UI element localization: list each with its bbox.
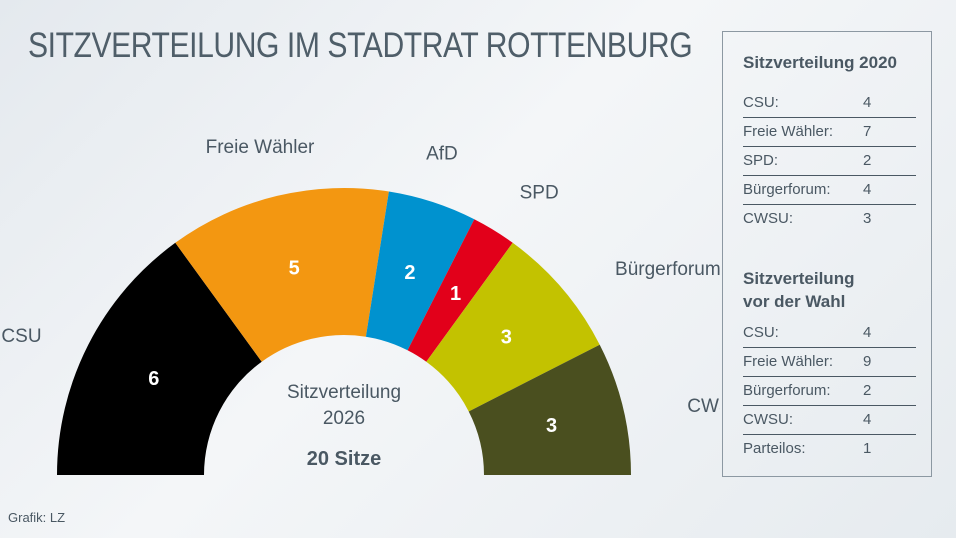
party-name: SPD: [743,152,779,169]
seat-count: 4 [863,324,872,341]
table-row: Parteilos: 1 [743,434,916,463]
slice-cwsu [468,344,631,475]
seat-count: 4 [863,181,872,198]
seat-count: 3 [863,210,872,227]
seat-count: 2 [863,152,872,169]
section-heading-before-election: Sitzverteilung [743,269,855,288]
value-label: 5 [289,257,300,279]
value-label: 2 [404,262,415,284]
total-seats: 20 Sitze [307,448,381,470]
center-label-line1: Sitzverteilung [287,382,401,403]
previous-results-panel: Sitzverteilung 2020 CSU: 4 Freie Wähler: 7 S… [722,31,932,477]
seat-count: 1 [863,440,872,457]
slice-bürgerforum [426,242,600,412]
table-row: Freie Wähler: 7 [743,117,916,147]
party-name: CWSU: [743,411,793,428]
table-row: CWSU: 3 [743,204,916,233]
table-row: SPD: 2 [743,146,916,176]
slice-afd [365,191,475,351]
table-row: Bürgerforum: 4 [743,175,916,205]
value-label: 1 [450,283,461,305]
category-label: AfD [426,144,458,165]
table-row: CWSU: 4 [743,405,916,435]
seat-count: 4 [863,94,872,111]
credit: Grafik: LZ [8,510,66,525]
table-row: CSU: 4 [743,88,916,118]
slice-csu [57,242,262,475]
value-label: 6 [148,368,159,390]
section-heading-2020: Sitzverteilung 2020 [743,53,898,72]
table-row: CSU: 4 [743,318,916,348]
party-name: Bürgerforum: [743,181,831,198]
party-name: Parteilos: [743,440,806,457]
slice-freie-wähler [175,188,389,362]
party-name: Freie Wähler: [743,123,834,140]
party-name: Bürgerforum: [743,382,831,399]
value-label: 3 [546,415,557,437]
category-label: CWSU [687,396,720,417]
table-row: Bürgerforum: 2 [743,376,916,406]
table-row: Freie Wähler: 9 [743,347,916,377]
category-label: CSU [1,326,41,347]
seat-count: 2 [863,382,872,399]
seat-chart: 6 CSU 5 Freie Wähler 2 AfD 1 SPD 3 Bürgerforum 3 CW… [1,137,720,475]
chart-title: SITZVERTEILUNG IM STADTRAT ROTTENBURG [28,26,693,65]
category-label: Freie Wähler [206,137,315,158]
center-label-line2: 2026 [323,408,365,429]
category-label: Bürgerforum [615,259,720,280]
party-name: CWSU: [743,210,793,227]
category-label: SPD [520,183,559,204]
slice-spd [407,219,513,362]
seat-count: 4 [863,411,872,428]
party-name: Freie Wähler: [743,353,834,370]
value-label: 3 [501,326,512,348]
section-heading-before-election-line2: vor der Wahl [743,292,846,311]
party-name: CSU: [743,94,779,111]
seat-count: 7 [863,123,872,140]
party-name: CSU: [743,324,779,341]
seat-count: 9 [863,353,872,370]
